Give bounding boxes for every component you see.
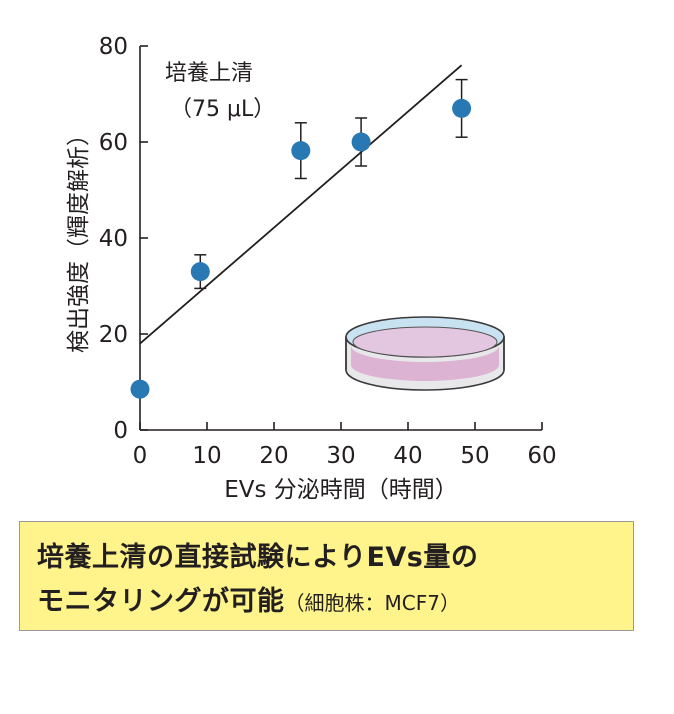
data-point [130,379,150,399]
data-point [351,132,371,152]
x-ticks: 0 10 20 30 40 50 60 [133,422,557,469]
scatter-chart: 0 10 20 30 40 50 60 0 20 40 60 80 EVs 分泌時間（時間） 検出強… [66,34,557,503]
annotation-line2: （75 μL） [170,97,275,122]
y-axis-title: 検出強度（輝度解析） [66,123,92,353]
data-point [291,141,311,161]
x-tick-label: 0 [133,443,148,469]
data-point [452,98,472,118]
x-tick-label: 50 [460,443,489,469]
data-points [130,98,472,399]
y-tick-label: 20 [99,322,128,348]
x-tick-label: 20 [259,443,288,469]
x-tick-label: 60 [527,443,556,469]
x-tick-label: 10 [192,443,221,469]
y-tick-label: 60 [99,130,128,156]
x-axis-title: EVs 分泌時間（時間） [224,477,458,503]
caption-line-2: モニタリングが可能（細胞株：MCF7） [37,580,633,625]
caption-line-1: 培養上清の直接試験によりEVs量の [37,542,479,573]
caption-box: 培養上清の直接試験によりEVs量の モニタリングが可能（細胞株：MCF7） [19,521,634,631]
y-ticks: 0 20 40 60 80 [99,34,148,444]
petri-dish-icon [345,316,505,391]
data-point [190,262,210,282]
x-tick-label: 40 [393,443,422,469]
caption-cell-line: （細胞株：MCF7） [284,591,460,615]
fit-line [139,64,463,345]
y-tick-label: 80 [99,34,128,60]
y-tick-label: 0 [113,418,128,444]
caption-line-2-main: モニタリングが可能 [37,586,285,617]
x-tick-label: 30 [326,443,355,469]
y-tick-label: 40 [99,226,128,252]
annotation-line1: 培養上清 [165,61,253,86]
